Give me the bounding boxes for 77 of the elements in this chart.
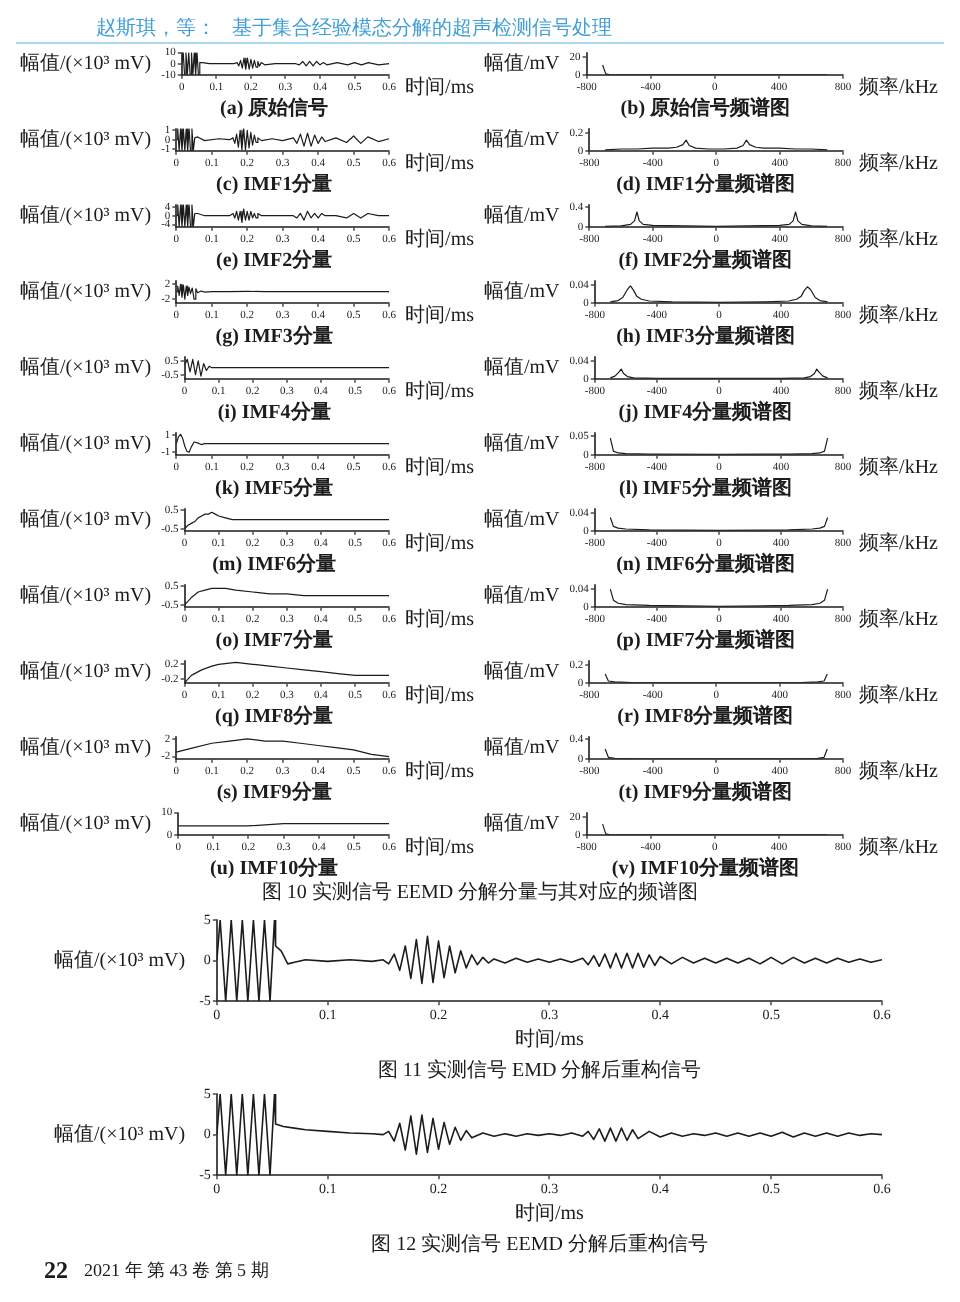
text: (n) IMF6分量频谱图 (616, 552, 795, 577)
text: (i) IMF4分量 (217, 400, 331, 425)
x-axis-title: 频率/kHz (859, 226, 940, 251)
text: (a) 原始信号 (219, 96, 329, 121)
y-axis-title: 幅值/(×10³ mV) (20, 658, 152, 683)
text: 22 (44, 1255, 68, 1285)
text: (d) IMF1分量频谱图 (616, 172, 795, 197)
y-axis-title: 幅值/mV (484, 430, 562, 455)
x-axis-title: 频率/kHz (859, 378, 940, 403)
text: (f) IMF2分量频谱图 (618, 248, 793, 273)
y-axis-title: 幅值/mV (484, 126, 562, 151)
text: 赵斯琪，等： (96, 18, 216, 40)
y-axis-title: 幅值/mV (484, 734, 562, 759)
y-axis-title: 幅值/(×10³ mV) (54, 1121, 186, 1146)
y-axis-title: 幅值/mV (484, 354, 562, 379)
y-axis-title: 幅值/(×10³ mV) (20, 582, 152, 607)
text: (m) IMF6分量 (212, 552, 337, 577)
text: (r) IMF8分量频谱图 (617, 704, 794, 729)
text: (k) IMF5分量 (214, 476, 334, 501)
x-axis-title: 频率/kHz (859, 150, 940, 175)
x-axis-title: 频率/kHz (859, 454, 940, 479)
text: (l) IMF5分量频谱图 (618, 476, 792, 501)
text: (h) IMF3分量频谱图 (616, 324, 795, 349)
y-axis-title: 幅值/(×10³ mV) (54, 947, 186, 972)
text: (q) IMF8分量 (214, 704, 334, 729)
x-axis-title: 频率/kHz (859, 530, 940, 555)
x-axis-title: 时间/ms (514, 1027, 585, 1052)
x-axis-title: 频率/kHz (859, 606, 940, 631)
x-axis-title: 时间/ms (405, 758, 475, 783)
text: (g) IMF3分量 (215, 324, 333, 349)
y-axis-title: 幅值/(×10³ mV) (20, 278, 152, 303)
text: 图 11 实测信号 EMD 分解后重构信号 (377, 1058, 702, 1083)
x-axis-title: 频率/kHz (859, 758, 940, 783)
text: (b) 原始信号频谱图 (620, 96, 791, 121)
y-axis-title: 幅值/(×10³ mV) (20, 50, 152, 75)
text: 基于集合经验模态分解的超声检测信号处理 (232, 18, 612, 40)
x-axis-title: 时间/ms (514, 1201, 585, 1226)
text: (o) IMF7分量 (215, 628, 333, 653)
x-axis-title: 时间/ms (405, 682, 475, 707)
y-axis-title: 幅值/mV (484, 278, 562, 303)
text: (u) IMF10分量 (209, 856, 339, 881)
text: (v) IMF10分量频谱图 (611, 856, 799, 881)
text: 图 12 实测信号 EEMD 分解后重构信号 (371, 1232, 708, 1257)
y-axis-title: 幅值/(×10³ mV) (20, 810, 152, 835)
x-axis-title: 时间/ms (405, 302, 475, 327)
x-axis-title: 频率/kHz (859, 682, 940, 707)
y-axis-title: 幅值/(×10³ mV) (20, 202, 152, 227)
x-axis-title: 时间/ms (405, 378, 475, 403)
text: (c) IMF1分量 (216, 172, 333, 197)
text: (t) IMF9分量频谱图 (618, 780, 793, 805)
x-axis-title: 时间/ms (405, 74, 475, 99)
text: (j) IMF4分量频谱图 (618, 400, 793, 425)
x-axis-title: 频率/kHz (859, 74, 940, 99)
text: (e) IMF2分量 (216, 248, 333, 273)
x-axis-title: 时间/ms (405, 226, 475, 251)
text: (s) IMF9分量 (216, 780, 332, 805)
y-axis-title: 幅值/mV (484, 658, 562, 683)
y-axis-title: 幅值/(×10³ mV) (20, 354, 152, 379)
y-axis-title: 幅值/mV (484, 810, 562, 835)
y-axis-title: 幅值/mV (484, 506, 562, 531)
y-axis-title: 幅值/(×10³ mV) (20, 506, 152, 531)
x-axis-title: 时间/ms (405, 834, 475, 859)
text: 2021 年 第 43 卷 第 5 期 (84, 1257, 269, 1283)
y-axis-title: 幅值/mV (484, 50, 562, 75)
y-axis-title: 幅值/(×10³ mV) (20, 126, 152, 151)
caption: 图 10 实测信号 EEMD 分解分量与其对应的频谱图 (261, 882, 699, 904)
y-axis-title: 幅值/(×10³ mV) (20, 734, 152, 759)
x-axis-title: 时间/ms (405, 606, 475, 631)
x-axis-title: 时间/ms (405, 530, 475, 555)
text: (p) IMF7分量频谱图 (616, 628, 795, 653)
y-axis-title: 幅值/mV (484, 202, 562, 227)
x-axis-title: 频率/kHz (859, 302, 940, 327)
x-axis-title: 频率/kHz (859, 834, 940, 859)
y-axis-title: 幅值/mV (484, 582, 562, 607)
y-axis-title: 幅值/(×10³ mV) (20, 430, 152, 455)
x-axis-title: 时间/ms (405, 454, 475, 479)
x-axis-title: 时间/ms (405, 150, 475, 175)
